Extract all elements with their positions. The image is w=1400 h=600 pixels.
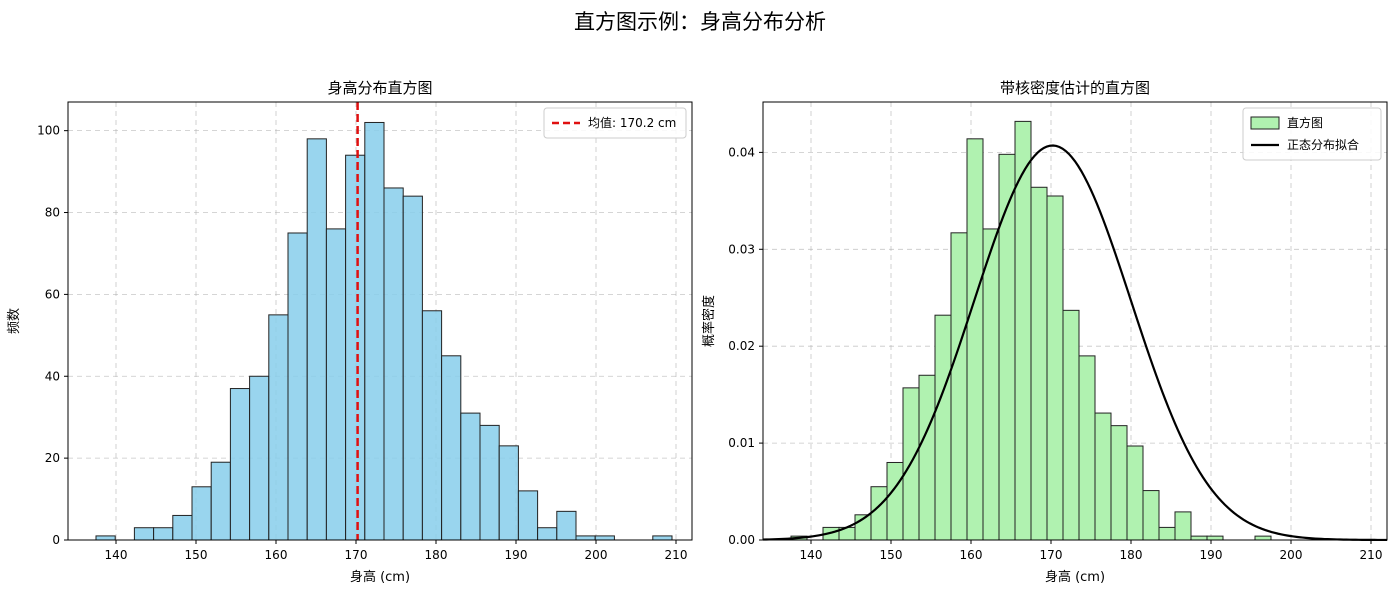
x-axis-label: 身高 (cm) bbox=[1045, 569, 1105, 585]
x-tick-label: 190 bbox=[505, 548, 528, 562]
legend-label: 直方图 bbox=[1287, 115, 1323, 130]
histogram-bar bbox=[287, 232, 308, 540]
histogram-bar bbox=[95, 535, 116, 540]
subplot-2: 140 150 160 170 180 190 200 210 0.00 0.01 0.02 0.03… bbox=[701, 79, 1388, 585]
histogram-bar bbox=[1206, 535, 1224, 540]
histogram-bar bbox=[1158, 526, 1176, 540]
histogram-bar bbox=[249, 375, 270, 540]
x-tick-label: 210 bbox=[665, 548, 688, 562]
histogram-bar bbox=[383, 187, 404, 540]
histogram-bar bbox=[1062, 309, 1080, 540]
histogram-bar bbox=[441, 355, 462, 540]
histogram-bar bbox=[229, 388, 251, 540]
histogram-bar bbox=[1030, 186, 1048, 540]
histogram-bar bbox=[556, 510, 577, 540]
histogram-bar bbox=[1078, 355, 1096, 540]
histogram-bar bbox=[998, 153, 1016, 540]
histogram-bar bbox=[966, 138, 984, 540]
subplot-title: 带核密度估计的直方图 bbox=[1000, 79, 1150, 97]
bars bbox=[790, 120, 1272, 540]
histogram-bar bbox=[1126, 445, 1144, 540]
histogram-bar bbox=[1174, 511, 1192, 540]
x-tick-label: 180 bbox=[425, 548, 448, 562]
y-tick-label: 0 bbox=[52, 533, 60, 547]
histogram-bar bbox=[402, 195, 423, 540]
histogram-bar bbox=[364, 121, 385, 540]
histogram-bar bbox=[421, 310, 443, 540]
y-axis-label: 频数 bbox=[7, 308, 22, 334]
y-tick-label: 0.00 bbox=[728, 533, 755, 547]
x-tick-label: 140 bbox=[800, 548, 823, 562]
y-tick-label: 40 bbox=[45, 369, 60, 383]
x-tick-label: 210 bbox=[1360, 548, 1383, 562]
y-tick-label: 80 bbox=[45, 206, 60, 220]
histogram-bar bbox=[191, 486, 212, 540]
y-axis-label: 概率密度 bbox=[701, 295, 717, 347]
histogram-bar bbox=[870, 486, 888, 540]
histogram-bar bbox=[886, 461, 904, 540]
histogram-bar bbox=[133, 527, 155, 540]
legend-label: 均值: 170.2 cm bbox=[588, 115, 676, 130]
x-tick-label: 190 bbox=[1200, 548, 1223, 562]
y-tick-label: 0.03 bbox=[728, 242, 755, 256]
y-tick-label: 100 bbox=[37, 124, 60, 138]
bars bbox=[95, 121, 673, 540]
histogram-bar bbox=[1254, 535, 1272, 540]
legend: 均值: 170.2 cm bbox=[543, 107, 687, 139]
x-tick-label: 150 bbox=[880, 548, 903, 562]
normal-fit-curve bbox=[762, 144, 1388, 542]
histogram-bar bbox=[950, 232, 968, 540]
x-tick-label: 150 bbox=[185, 548, 208, 562]
legend-swatch-histogram bbox=[1250, 116, 1280, 130]
x-tick-label: 180 bbox=[1120, 548, 1143, 562]
histogram-bar bbox=[498, 445, 519, 540]
histogram-bar bbox=[345, 154, 366, 540]
histogram-bar bbox=[575, 535, 596, 540]
histogram-bar bbox=[268, 314, 289, 540]
x-tick-label: 200 bbox=[585, 548, 608, 562]
histogram-bar bbox=[325, 228, 347, 540]
histogram-bar bbox=[460, 412, 481, 540]
histogram-bar bbox=[652, 535, 673, 540]
histogram-bar bbox=[537, 527, 558, 540]
histogram-bar bbox=[210, 461, 231, 540]
legend-box bbox=[543, 107, 687, 139]
histogram-bar bbox=[1046, 195, 1064, 540]
x-tick-label: 200 bbox=[1280, 548, 1303, 562]
histogram-bar bbox=[1110, 425, 1128, 540]
subplot-1: 140 150 160 170 180 190 200 210 0 20 40 60 80 100 身高分布… bbox=[7, 79, 693, 585]
histogram-bar bbox=[517, 490, 539, 540]
x-tick-label: 160 bbox=[265, 548, 288, 562]
histogram-bar bbox=[594, 535, 615, 540]
histogram-bar bbox=[1190, 535, 1208, 540]
y-tick-label: 0.01 bbox=[728, 436, 755, 450]
x-tick-label: 160 bbox=[960, 548, 983, 562]
axes-frame bbox=[762, 101, 1388, 541]
histogram-bar bbox=[1142, 490, 1160, 540]
subplot-title: 身高分布直方图 bbox=[327, 79, 432, 97]
histogram-bar bbox=[306, 138, 327, 540]
x-tick-label: 140 bbox=[105, 548, 128, 562]
histogram-bar bbox=[918, 374, 936, 540]
histogram-bar bbox=[982, 228, 1000, 540]
y-tick-label: 20 bbox=[45, 451, 60, 465]
histogram-bar bbox=[172, 514, 193, 540]
y-tick-label: 0.04 bbox=[728, 145, 755, 159]
legend-label: 正态分布拟合 bbox=[1287, 137, 1359, 152]
x-axis-label: 身高 (cm) bbox=[350, 569, 410, 585]
y-tick-label: 60 bbox=[45, 287, 60, 301]
histogram-bar bbox=[479, 424, 500, 540]
axes-frame bbox=[67, 101, 693, 541]
histogram-bar bbox=[934, 314, 952, 540]
figure-title: 直方图示例：身高分布分析 bbox=[574, 10, 826, 34]
x-tick-label: 170 bbox=[345, 548, 368, 562]
histogram-bar bbox=[1094, 412, 1112, 540]
histogram-bar bbox=[153, 527, 174, 540]
x-tick-label: 170 bbox=[1040, 548, 1063, 562]
y-tick-label: 0.02 bbox=[728, 339, 755, 353]
